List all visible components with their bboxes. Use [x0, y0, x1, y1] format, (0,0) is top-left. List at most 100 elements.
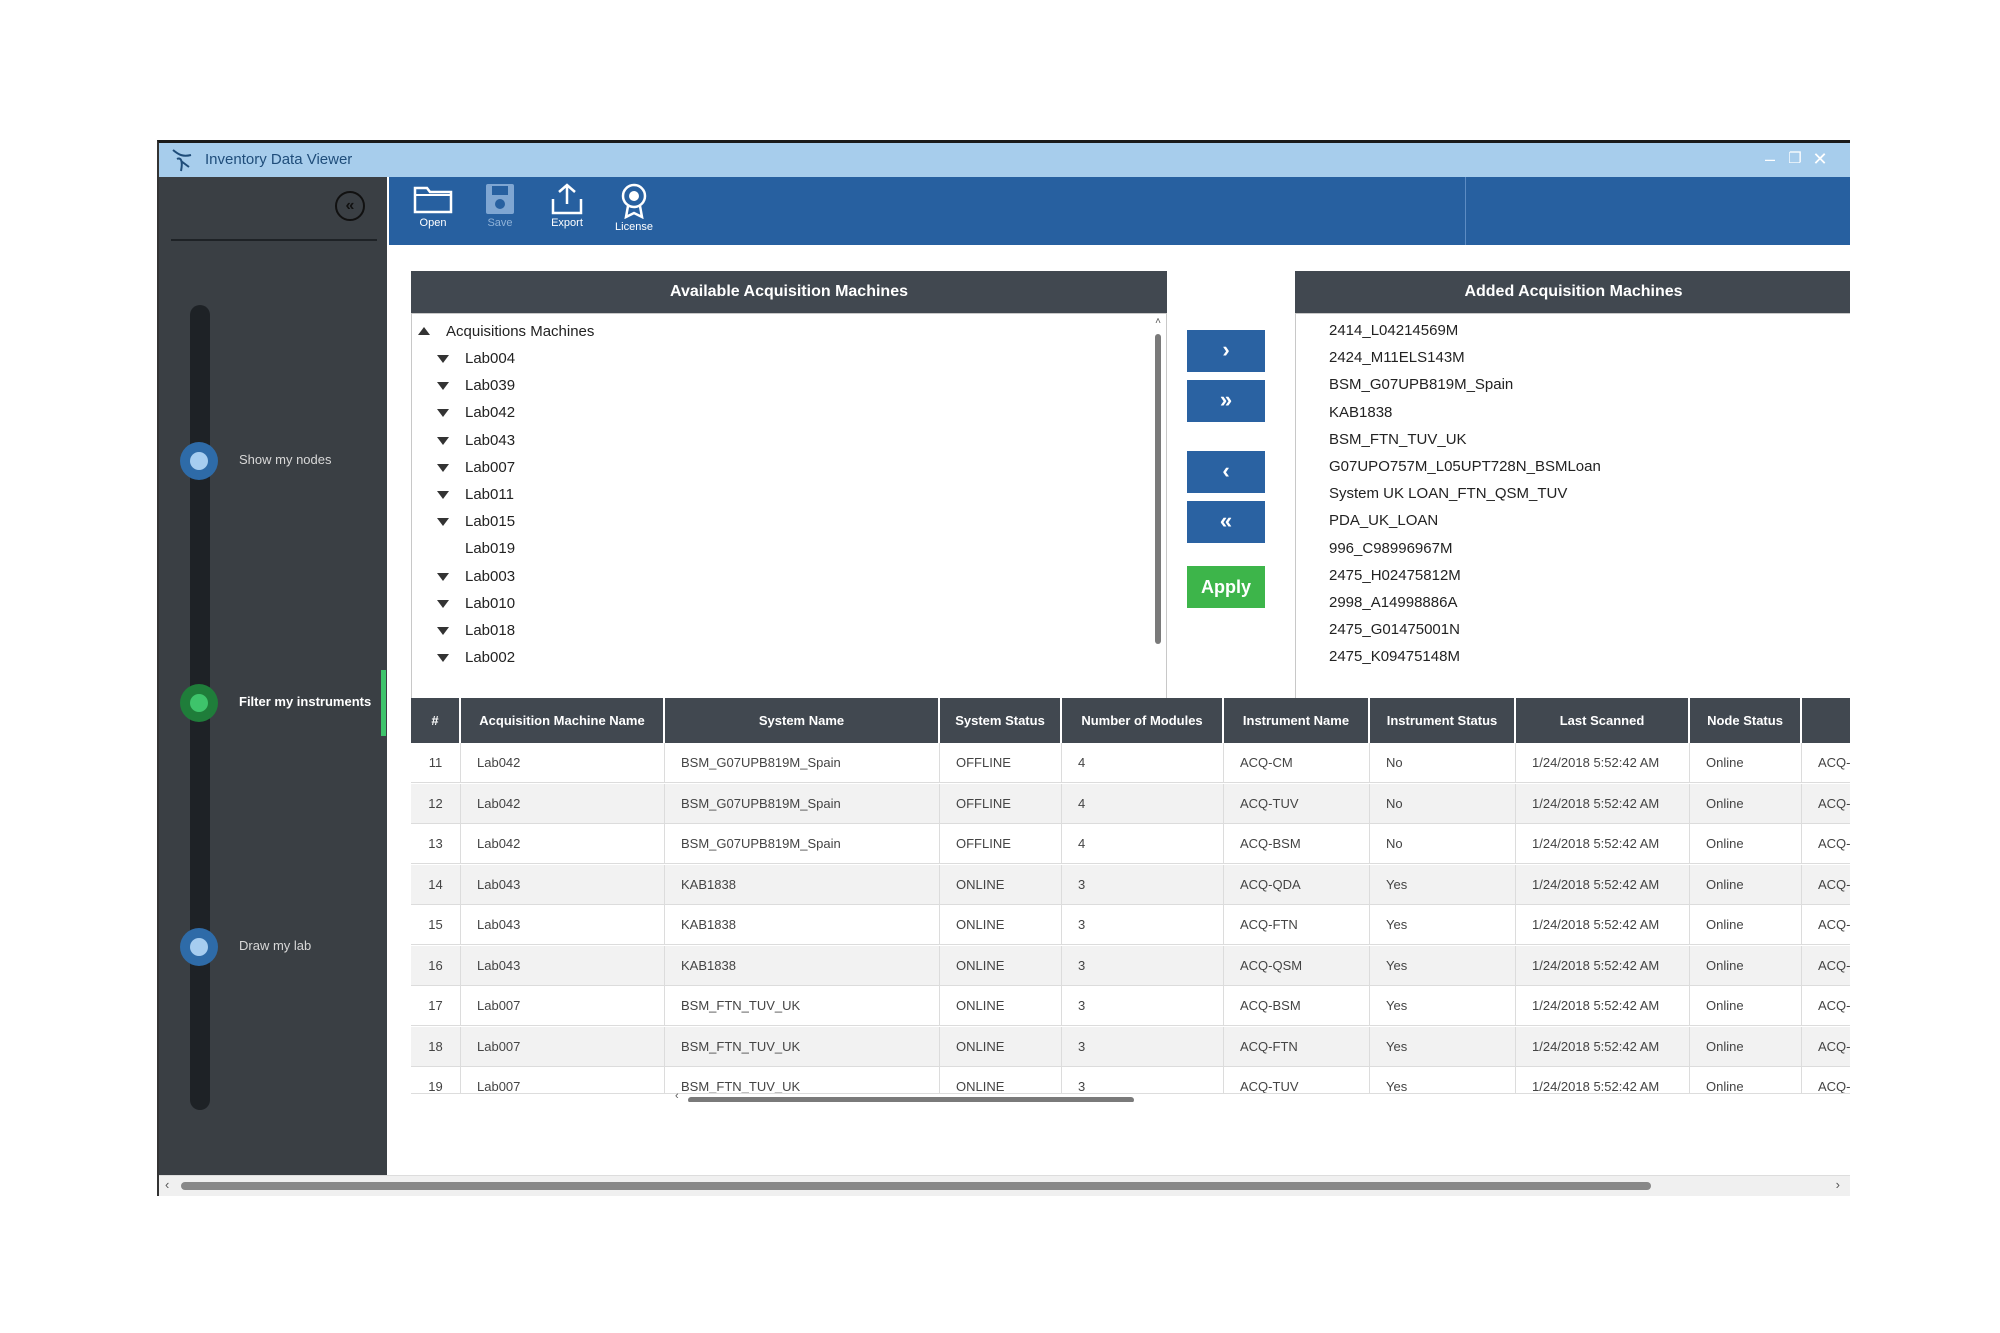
remove-all-button[interactable]: «: [1187, 501, 1265, 543]
table-cell: ACQ-: [1802, 986, 1850, 1026]
added-list-item[interactable]: KAB1838: [1329, 403, 1393, 421]
column-header[interactable]: Instrument Name: [1224, 698, 1370, 743]
added-list-item[interactable]: 2414_L04214569M: [1329, 322, 1459, 339]
table-cell: 1/24/2018 5:52:42 AM: [1516, 743, 1690, 783]
table-row[interactable]: 12 Lab042 BSM_G07UPB819M_Spain OFFLINE 4 ACQ-…: [411, 783, 1850, 824]
scroll-thumb[interactable]: [181, 1182, 1651, 1190]
open-button[interactable]: Open: [403, 183, 463, 239]
table-row[interactable]: 16 Lab043 KAB1838 ONLINE 3 ACQ-QSM Yes 1/24/201…: [411, 945, 1850, 986]
save-button[interactable]: Save: [470, 183, 530, 239]
expand-triangle-icon[interactable]: [437, 518, 449, 527]
table-cell: Lab042: [461, 783, 665, 824]
column-header[interactable]: Acquisition Machine Name: [461, 698, 665, 743]
expand-triangle-icon[interactable]: [437, 436, 449, 445]
table-row[interactable]: 11 Lab042 BSM_G07UPB819M_Spain OFFLINE 4 ACQ-…: [411, 743, 1850, 783]
table-row[interactable]: 15 Lab043 KAB1838 ONLINE 3 ACQ-FTN Yes 1/24/201…: [411, 905, 1850, 945]
double-chevron-right-icon: »: [1219, 387, 1233, 412]
scroll-left-arrow-icon[interactable]: ‹: [675, 1090, 679, 1102]
scroll-left-arrow-icon[interactable]: ‹: [165, 1177, 170, 1192]
table-cell: 13: [411, 824, 461, 864]
column-header[interactable]: [1802, 698, 1850, 743]
folder-icon: [413, 186, 453, 214]
expand-triangle-icon[interactable]: [437, 627, 449, 635]
added-list-item[interactable]: PDA_UK_LOAN: [1329, 512, 1439, 530]
column-header[interactable]: Last Scanned: [1516, 698, 1690, 743]
window-horizontal-scrollbar[interactable]: ‹ ›: [159, 1175, 1850, 1196]
table-cell: ACQ-CM: [1224, 743, 1370, 783]
export-button[interactable]: Export: [537, 183, 597, 239]
expand-triangle-icon[interactable]: [437, 599, 449, 608]
table-row[interactable]: 18 Lab007 BSM_FTN_TUV_UK ONLINE 3 ACQ-FTN Yes 1…: [411, 1026, 1850, 1067]
export-label: Export: [551, 217, 583, 229]
table-cell: ACQ-BSM: [1224, 824, 1370, 864]
table-cell: ACQ-: [1802, 824, 1850, 864]
apply-button[interactable]: Apply: [1187, 566, 1265, 608]
tree-item-label: Lab010: [465, 594, 516, 612]
close-button[interactable]: ✕: [1812, 149, 1828, 169]
table-row[interactable]: 14 Lab043 KAB1838 ONLINE 3 ACQ-QDA Yes 1/24/201…: [411, 864, 1850, 905]
added-list-item[interactable]: 2424_M11ELS143M: [1329, 349, 1465, 367]
minimize-button[interactable]: –: [1764, 149, 1775, 169]
tree-root-label: Acquisitions Machines: [446, 323, 595, 340]
scroll-thumb[interactable]: [1155, 334, 1161, 644]
save-disk-icon: [486, 184, 514, 214]
restore-button[interactable]: ❐: [1788, 150, 1802, 167]
collapse-sidebar-button[interactable]: «: [335, 191, 365, 221]
scroll-thumb[interactable]: [688, 1097, 1134, 1102]
added-machines-list[interactable]: 2414_L04214569M 2424_M11ELS143M BSM_G07UPB…: [1295, 313, 1850, 717]
step-filter-my-instruments[interactable]: Filter my instruments: [159, 670, 387, 736]
tree-item-label: Lab003: [465, 567, 516, 585]
table-cell: OFFLINE: [940, 783, 1062, 824]
table-cell: ACQ-: [1802, 743, 1850, 783]
expand-triangle-icon[interactable]: [437, 654, 449, 663]
remove-selected-button[interactable]: ‹: [1187, 451, 1265, 493]
column-header[interactable]: Instrument Status: [1370, 698, 1516, 743]
added-list-item[interactable]: BSM_FTN_TUV_UK: [1329, 430, 1467, 448]
table-row[interactable]: 13 Lab042 BSM_G07UPB819M_Spain OFFLINE 4 ACQ-…: [411, 824, 1850, 864]
grid-horizontal-scrollbar[interactable]: ‹: [411, 1090, 1850, 1102]
column-header[interactable]: System Status: [940, 698, 1062, 743]
chevron-right-icon: ›: [1222, 337, 1230, 362]
collapse-triangle-icon[interactable]: [418, 327, 430, 335]
step-show-my-nodes[interactable]: Show my nodes: [159, 440, 387, 482]
sidebar: « Show my nodes Filter my instruments Dr…: [159, 177, 387, 1177]
column-header[interactable]: Node Status: [1690, 698, 1802, 743]
add-all-button[interactable]: »: [1187, 380, 1265, 422]
expand-triangle-icon[interactable]: [437, 572, 449, 581]
table-row[interactable]: 17 Lab007 BSM_FTN_TUV_UK ONLINE 3 ACQ-BSM Yes 1…: [411, 986, 1850, 1026]
column-header[interactable]: System Name: [665, 698, 940, 743]
scroll-right-arrow-icon[interactable]: ›: [1835, 1177, 1840, 1192]
table-cell: ONLINE: [940, 1067, 1062, 1102]
table-cell: Lab042: [461, 824, 665, 864]
table-cell: ACQ-TUV: [1224, 1067, 1370, 1102]
expand-triangle-icon[interactable]: [437, 491, 449, 499]
added-list-item[interactable]: 2998_A14998886A: [1329, 594, 1458, 611]
added-list-item[interactable]: 2475_K09475148M: [1329, 648, 1460, 666]
available-machines-tree[interactable]: Acquisitions Machines Lab004 Lab039 Lab042…: [411, 313, 1167, 717]
step-indicator-icon: [180, 442, 218, 480]
scroll-up-arrow-icon[interactable]: ˄: [1155, 316, 1161, 327]
export-upload-icon: [551, 183, 583, 215]
table-cell: No: [1370, 783, 1516, 824]
window-title: Inventory Data Viewer: [205, 151, 353, 168]
step-draw-my-lab[interactable]: Draw my lab: [159, 926, 387, 968]
expand-triangle-icon[interactable]: [437, 382, 449, 391]
expand-triangle-icon[interactable]: [437, 409, 449, 418]
tree-item-label: Lab019: [465, 540, 516, 558]
added-list-item[interactable]: System UK LOAN_FTN_QSM_TUV: [1329, 485, 1568, 503]
license-button[interactable]: License: [604, 183, 664, 239]
add-selected-button[interactable]: ›: [1187, 330, 1265, 372]
added-list-item[interactable]: 2475_H02475812M: [1329, 566, 1461, 584]
column-header[interactable]: Number of Modules: [1062, 698, 1224, 743]
added-list-item[interactable]: BSM_G07UPB819M_Spain: [1329, 376, 1514, 394]
table-cell: Lab042: [461, 743, 665, 783]
table-cell: No: [1370, 743, 1516, 783]
added-list-item[interactable]: 996_C98996967M: [1329, 539, 1453, 557]
expand-triangle-icon[interactable]: [437, 355, 449, 363]
column-header[interactable]: #: [411, 698, 461, 743]
app-window: Inventory Data Viewer – ❐ ✕ « Show my no…: [157, 140, 1850, 1196]
tree-vertical-scrollbar[interactable]: ˄ ˅: [1152, 316, 1164, 710]
expand-triangle-icon[interactable]: [437, 463, 449, 472]
added-list-item[interactable]: G07UPO757M_L05UPT728N_BSMLoan: [1329, 458, 1601, 475]
added-list-item[interactable]: 2475_G01475001N: [1329, 621, 1460, 639]
